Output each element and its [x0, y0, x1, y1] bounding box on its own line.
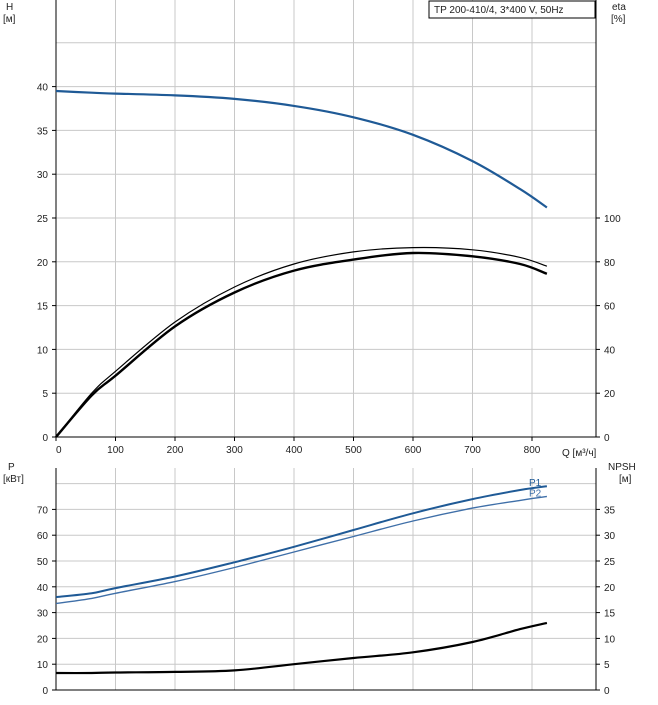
- power-tick-label: 0: [42, 686, 48, 697]
- power-tick-label: 40: [37, 583, 49, 594]
- curve-npsh: [55, 621, 548, 675]
- curve-eta-thin: [55, 246, 548, 438]
- flow-tick-label: 500: [345, 445, 362, 456]
- npsh-axis-label: NPSH: [608, 462, 636, 473]
- head-tick-label: 30: [37, 170, 49, 181]
- head-tick-label: 0: [42, 433, 48, 444]
- eta-tick-label: 100: [604, 214, 621, 225]
- npsh-tick-label: 30: [604, 531, 616, 542]
- flow-tick-label: 600: [405, 445, 422, 456]
- head-tick-label: 20: [37, 258, 49, 269]
- npsh-tick-label: 35: [604, 505, 616, 516]
- power-tick-label: 70: [37, 505, 49, 516]
- head-tick-label: 25: [37, 214, 49, 225]
- curve-label-p2: P2: [529, 488, 542, 499]
- eta-tick-label: 80: [604, 258, 616, 269]
- power-axis-unit: [кВт]: [3, 474, 24, 485]
- head-tick-label: 40: [37, 83, 49, 94]
- npsh-axis-unit: [м]: [619, 474, 632, 485]
- npsh-tick-label: 5: [604, 660, 610, 671]
- flow-tick-label: 0: [56, 445, 62, 456]
- eta-tick-label: 60: [604, 302, 616, 313]
- curve-eta: [55, 251, 548, 438]
- curve-p2: [55, 495, 547, 605]
- npsh-tick-label: 15: [604, 609, 616, 620]
- power-tick-label: 30: [37, 609, 49, 620]
- npsh-tick-label: 10: [604, 634, 616, 645]
- flow-tick-label: 400: [286, 445, 303, 456]
- npsh-tick-label: 20: [604, 583, 616, 594]
- curve-label-p1: P1: [529, 478, 542, 489]
- head-axis-label: H: [6, 2, 13, 13]
- curve-h: [55, 89, 548, 209]
- power-axis-label: P: [8, 462, 15, 473]
- eta-axis-label: eta: [612, 2, 626, 13]
- bottom-panel-ticks: 0 10 20 30 40 50 60 70 0 5 10 15 20 25 30 35: [37, 468, 616, 697]
- top-panel-grid: [56, 0, 596, 437]
- head-tick-label: 5: [42, 389, 48, 400]
- eta-tick-label: 40: [604, 345, 616, 356]
- power-tick-label: 10: [37, 660, 49, 671]
- npsh-tick-label: 0: [604, 686, 610, 697]
- legend-box: [428, 0, 596, 19]
- head-axis-unit: [м]: [3, 14, 16, 25]
- flow-axis-label: Q [м³/ч]: [562, 448, 597, 459]
- power-tick-label: 50: [37, 557, 49, 568]
- legend-text: TP 200-410/4, 3*400 V, 50Hz: [434, 5, 564, 16]
- flow-tick-label: 300: [226, 445, 243, 456]
- eta-axis-unit: [%]: [611, 14, 626, 25]
- flow-tick-label: 100: [107, 445, 124, 456]
- power-tick-label: 60: [37, 531, 49, 542]
- head-tick-label: 10: [37, 345, 49, 356]
- flow-tick-label: 800: [524, 445, 541, 456]
- head-tick-label: 15: [37, 302, 49, 313]
- eta-tick-label: 0: [604, 433, 610, 444]
- eta-tick-label: 20: [604, 389, 616, 400]
- npsh-tick-label: 25: [604, 557, 616, 568]
- power-tick-label: 20: [37, 634, 49, 645]
- flow-tick-label: 700: [464, 445, 481, 456]
- head-tick-label: 35: [37, 126, 49, 137]
- curve-p1: [55, 485, 548, 599]
- flow-tick-label: 200: [167, 445, 184, 456]
